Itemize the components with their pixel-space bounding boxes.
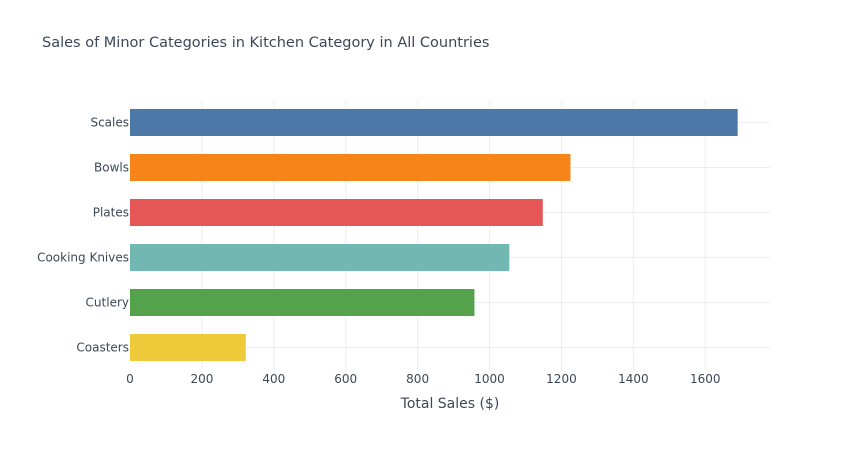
x-tick-label: 0 [126,372,134,386]
y-tick-label: Scales [90,116,129,130]
y-tick-labels: Scales Bowls Plates Cooking Knives Cutlery Co… [37,116,129,355]
y-tick-label: Cutlery [86,296,129,310]
x-tick-label: 1600 [690,372,721,386]
bar-scales [130,109,738,136]
x-tick-label: 1000 [474,372,505,386]
chart-title: Sales of Minor Categories in Kitchen Cat… [42,35,490,51]
x-tick-label: 1400 [618,372,649,386]
bar-plates [130,199,543,226]
bar-cooking-knives [130,244,510,271]
x-tick-label: 400 [262,372,285,386]
x-tick-label: 1200 [546,372,577,386]
y-tick-label: Cooking Knives [37,251,129,265]
x-axis-title: Total Sales ($) [400,396,500,412]
x-tick-label: 200 [190,372,213,386]
y-tick-label: Coasters [76,341,129,355]
y-tick-label: Bowls [94,161,129,175]
x-tick-label: 600 [334,372,357,386]
bar-bowls [130,154,571,181]
bar-coasters [130,334,246,361]
x-tick-labels: 0 200 400 600 800 1000 1200 1400 1600 [126,372,720,386]
bars-group [130,109,738,361]
bar-cutlery [130,289,475,316]
x-tick-label: 800 [406,372,429,386]
grid-lines [130,100,770,370]
y-tick-label: Plates [93,206,129,220]
